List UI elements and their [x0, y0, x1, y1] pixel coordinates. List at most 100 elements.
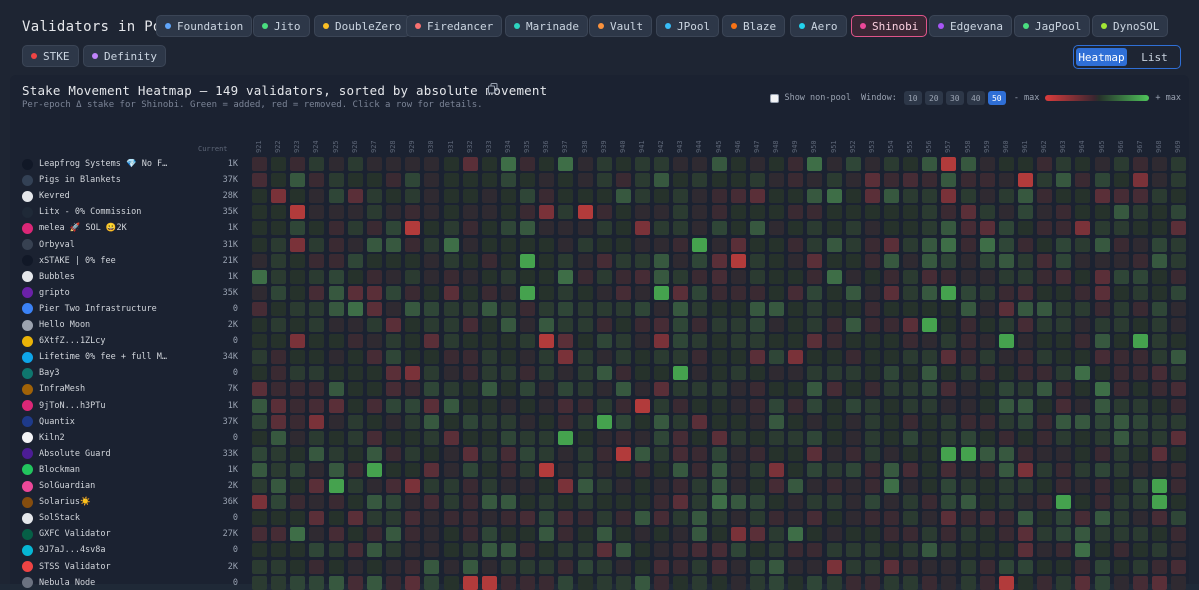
heatmap-cell[interactable]: [558, 285, 574, 300]
heatmap-cell[interactable]: [366, 511, 382, 526]
heatmap-cell[interactable]: [520, 446, 536, 461]
heatmap-cell[interactable]: [462, 575, 478, 590]
heatmap-cell[interactable]: [405, 430, 421, 445]
heatmap-cell[interactable]: [347, 269, 363, 284]
heatmap-cell[interactable]: [481, 398, 497, 413]
heatmap-cell[interactable]: [347, 189, 363, 204]
heatmap-cell[interactable]: [1075, 269, 1091, 284]
heatmap-cell[interactable]: [443, 559, 459, 574]
heatmap-cell[interactable]: [845, 237, 861, 252]
heatmap-cell[interactable]: [1132, 511, 1148, 526]
heatmap-cell[interactable]: [941, 559, 957, 574]
heatmap-cell[interactable]: [1075, 543, 1091, 558]
heatmap-cell[interactable]: [520, 414, 536, 429]
heatmap-cell[interactable]: [271, 318, 287, 332]
heatmap-cell[interactable]: [807, 462, 823, 477]
heatmap-cell[interactable]: [749, 221, 765, 236]
heatmap-cell[interactable]: [539, 189, 555, 204]
heatmap-cell[interactable]: [826, 430, 842, 445]
heatmap-cell[interactable]: [692, 479, 708, 493]
heatmap-cell[interactable]: [596, 575, 612, 590]
heatmap-cell[interactable]: [1037, 479, 1053, 493]
heatmap-cell[interactable]: [443, 334, 459, 349]
heatmap-cell[interactable]: [1018, 462, 1033, 477]
validator-row-label[interactable]: GXFC Validator: [22, 527, 111, 541]
heatmap-cell[interactable]: [290, 446, 306, 461]
heatmap-cell[interactable]: [788, 543, 804, 558]
heatmap-cell[interactable]: [1113, 462, 1129, 477]
heatmap-cell[interactable]: [1075, 157, 1091, 171]
heatmap-cell[interactable]: [1037, 269, 1053, 284]
heatmap-cell[interactable]: [1113, 205, 1129, 220]
heatmap-cell[interactable]: [290, 285, 306, 300]
heatmap-cell[interactable]: [596, 285, 612, 300]
heatmap-cell[interactable]: [998, 462, 1014, 477]
heatmap-cell[interactable]: [903, 543, 919, 558]
heatmap-cell[interactable]: [462, 430, 478, 445]
heatmap-cell[interactable]: [692, 318, 708, 332]
heatmap-cell[interactable]: [347, 205, 363, 220]
heatmap-cell[interactable]: [481, 430, 497, 445]
heatmap-cell[interactable]: [558, 430, 574, 445]
heatmap-cell[interactable]: [500, 495, 516, 510]
heatmap-cell[interactable]: [730, 157, 746, 171]
heatmap-cell[interactable]: [1132, 366, 1148, 381]
heatmap-cell[interactable]: [290, 269, 306, 284]
heatmap-cell[interactable]: [309, 543, 325, 558]
heatmap-cell[interactable]: [769, 189, 785, 204]
heatmap-cell[interactable]: [1075, 253, 1091, 268]
heatmap-cell[interactable]: [386, 318, 402, 332]
heatmap-cell[interactable]: [1037, 173, 1053, 188]
heatmap-cell[interactable]: [462, 495, 478, 510]
heatmap-cell[interactable]: [711, 318, 727, 332]
heatmap-cell[interactable]: [252, 253, 267, 268]
heatmap-cell[interactable]: [826, 285, 842, 300]
heatmap-cell[interactable]: [366, 253, 382, 268]
heatmap-cell[interactable]: [635, 398, 650, 413]
heatmap-cell[interactable]: [1171, 414, 1187, 429]
heatmap-cell[interactable]: [635, 269, 650, 284]
heatmap-cell[interactable]: [539, 173, 555, 188]
heatmap-cell[interactable]: [347, 575, 363, 590]
heatmap-cell[interactable]: [577, 398, 593, 413]
heatmap-cell[interactable]: [596, 430, 612, 445]
heatmap-cell[interactable]: [386, 221, 402, 236]
heatmap-cell[interactable]: [500, 382, 516, 397]
heatmap-cell[interactable]: [903, 511, 919, 526]
heatmap-cell[interactable]: [1094, 462, 1110, 477]
heatmap-cell[interactable]: [481, 414, 497, 429]
heatmap-cell[interactable]: [941, 382, 957, 397]
heatmap-cell[interactable]: [807, 446, 823, 461]
heatmap-cell[interactable]: [692, 173, 708, 188]
heatmap-cell[interactable]: [520, 543, 536, 558]
heatmap-cell[interactable]: [883, 430, 899, 445]
heatmap-cell[interactable]: [1018, 189, 1033, 204]
heatmap-cell[interactable]: [252, 527, 267, 542]
heatmap-cell[interactable]: [903, 205, 919, 220]
heatmap-cell[interactable]: [424, 527, 440, 542]
heatmap-cell[interactable]: [730, 446, 746, 461]
heatmap-cell[interactable]: [500, 318, 516, 332]
heatmap-cell[interactable]: [1171, 189, 1187, 204]
heatmap-cell[interactable]: [309, 479, 325, 493]
heatmap-cell[interactable]: [462, 334, 478, 349]
heatmap-cell[interactable]: [271, 511, 287, 526]
heatmap-cell[interactable]: [347, 301, 363, 316]
heatmap-cell[interactable]: [826, 414, 842, 429]
heatmap-cell[interactable]: [405, 301, 421, 316]
heatmap-cell[interactable]: [347, 173, 363, 188]
heatmap-cell[interactable]: [539, 559, 555, 574]
heatmap-cell[interactable]: [635, 462, 650, 477]
heatmap-cell[interactable]: [424, 543, 440, 558]
heatmap-cell[interactable]: [788, 382, 804, 397]
heatmap-cell[interactable]: [826, 173, 842, 188]
heatmap-cell[interactable]: [596, 462, 612, 477]
heatmap-cell[interactable]: [252, 382, 267, 397]
heatmap-cell[interactable]: [366, 382, 382, 397]
heatmap-cell[interactable]: [864, 462, 880, 477]
heatmap-cell[interactable]: [654, 205, 670, 220]
heatmap-cell[interactable]: [1132, 221, 1148, 236]
window-option-40[interactable]: 40: [966, 91, 985, 105]
heatmap-cell[interactable]: [941, 221, 957, 236]
heatmap-cell[interactable]: [903, 253, 919, 268]
